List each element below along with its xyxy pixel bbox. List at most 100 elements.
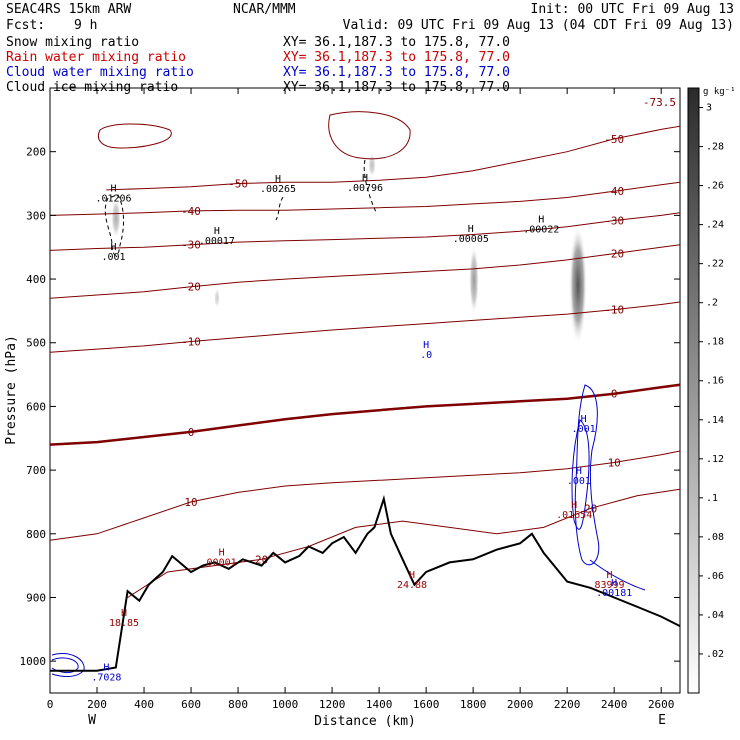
maxima-labels: H.01206H.001H.00265H.00796H.00017H.00005… <box>91 173 632 683</box>
legend-label: Rain water mixing ratio <box>6 50 186 65</box>
colorbar-tick-label: .2 <box>706 298 718 309</box>
maxima-h-marker: H <box>110 242 116 253</box>
y-tick-label: 200 <box>26 146 46 159</box>
maxima-value: .00005 <box>453 234 489 245</box>
legend-xy: XY= 36.1,187.3 to 175.8, 77.0 <box>283 50 510 65</box>
x-tick-label: 1200 <box>319 698 346 711</box>
isotherm-label: -30 <box>181 239 201 252</box>
isotherm-line <box>49 301 681 353</box>
maxima-h-marker: H <box>121 608 127 619</box>
colorbar-tick-label: .12 <box>706 454 724 465</box>
maxima-h-marker: H <box>409 570 415 581</box>
cloud-water-b <box>571 419 590 530</box>
maxima-h-marker: H <box>576 466 582 477</box>
isotherm-line <box>106 125 681 191</box>
isotherm-line <box>49 450 681 541</box>
isotherm-label: -50 <box>604 133 624 146</box>
center-label: NCAR/MMM <box>233 2 296 17</box>
init-time: Init: 00 UTC Fri 09 Aug 13 <box>531 2 735 17</box>
colorbar-tick-label: .16 <box>706 376 724 387</box>
maxima-value: .001 <box>101 252 125 263</box>
maxima-h-marker: H <box>423 340 429 351</box>
x-tick-label: 1800 <box>460 698 487 711</box>
maxima-value: .00022 <box>523 225 559 236</box>
isotherm-line <box>127 488 681 598</box>
rain-contour-top-b <box>328 111 411 160</box>
isotherm-label: -30 <box>604 215 624 228</box>
ice-shade-a <box>569 225 587 345</box>
colorbar-tick-label: .26 <box>706 181 724 192</box>
legend-xy: XY= 36.1,187.3 to 175.8, 77.0 <box>283 35 510 50</box>
isotherm-label: 10 <box>608 457 621 470</box>
legend-label: Cloud water mixing ratio <box>6 65 194 80</box>
colorbar-tick-label: .22 <box>706 259 724 270</box>
maxima-h-marker: H <box>362 173 368 184</box>
isotherm-label: 20 <box>584 502 597 515</box>
x-tick-label: 800 <box>228 698 248 711</box>
maxima-value: 83999 <box>594 580 624 591</box>
maxima-value: .00181 <box>596 588 632 599</box>
maxima-h-marker: H <box>606 570 612 581</box>
maxima-h-marker: H <box>219 548 225 559</box>
maxima-value: .00796 <box>347 183 383 194</box>
ice-shade-d <box>368 153 376 177</box>
maxima-h-marker: H <box>468 224 474 235</box>
maxima-h-marker: H <box>581 414 587 425</box>
maxima-value: .00017 <box>199 236 235 247</box>
colorbar-tick-label: .04 <box>706 610 724 621</box>
y-tick-label: 700 <box>26 464 46 477</box>
maxima-h-marker: H <box>611 578 617 589</box>
colorbar-tick-label: .18 <box>706 337 724 348</box>
temperature-contours: -50-50-40-40-30-30-20-20-10-100010102020… <box>49 96 681 598</box>
maxima-h-marker: H <box>571 500 577 511</box>
x-tick-label: 600 <box>181 698 201 711</box>
snow-contour-c <box>275 196 284 221</box>
ice-shade-e <box>214 288 220 308</box>
legend-xy: XY= 36.1,187.3 to 175.8, 77.0 <box>283 65 510 80</box>
x-axis: 0 200 400 600 800 1000 1200 1400 1600 1800 2000 220… <box>47 88 674 711</box>
maxima-value: .001 <box>572 424 596 435</box>
maxima-h-marker: H <box>275 174 281 185</box>
legend-label: Snow mixing ratio <box>6 35 139 50</box>
model-title: SEAC4RS 15km ARW <box>6 2 131 17</box>
ice-shade-c <box>111 198 121 238</box>
y-tick-label: 1000 <box>20 655 47 668</box>
ice-shade-b <box>469 245 479 315</box>
colorbar-tick-label: .28 <box>706 142 724 153</box>
maxima-value: .01206 <box>95 193 131 204</box>
maxima-value: .7028 <box>91 672 121 683</box>
maxima-value: .0 <box>420 350 432 361</box>
colorbar-unit: g kg⁻¹ <box>703 87 736 97</box>
maxima-h-marker: H <box>538 215 544 226</box>
isotherm-line <box>49 181 681 216</box>
maxima-h-marker: H <box>103 662 109 673</box>
colorbar-tick-label: .24 <box>706 220 724 231</box>
maxima-value: 18.85 <box>109 618 139 629</box>
colorbar-ticks: 3 .28 .26 .24 .22 .2 .18 .16 .14 .12 .1 .08 .06 .04 .0… <box>699 103 724 660</box>
fcst-value: 9 h <box>74 18 97 33</box>
east-label: E <box>658 713 666 728</box>
colorbar-tick-label: .1 <box>706 493 718 504</box>
isotherm-label: -40 <box>181 205 201 218</box>
y-tick-label: 300 <box>26 209 46 222</box>
isotherm-line <box>49 212 681 251</box>
isotherm-label: 10 <box>184 496 197 509</box>
fcst-label: Fcst: <box>6 18 45 33</box>
west-label: W <box>88 713 96 728</box>
colorbar-tick-label: .08 <box>706 532 724 543</box>
x-tick-label: 2200 <box>554 698 581 711</box>
maxima-h-marker: H <box>214 226 220 237</box>
y-tick-label: 800 <box>26 528 46 541</box>
colorbar-tick-label: .06 <box>706 571 724 582</box>
isotherm-label: 0 <box>188 426 195 439</box>
x-tick-label: 1600 <box>413 698 440 711</box>
colorbar-tick-label: .02 <box>706 649 724 660</box>
maxima-h-marker: H <box>110 183 116 194</box>
rain-contour-top-a <box>97 123 172 149</box>
x-tick-label: 200 <box>87 698 107 711</box>
x-tick-label: 1000 <box>272 698 299 711</box>
field-legend: Snow mixing ratio XY= 36.1,187.3 to 175.8… <box>6 35 510 95</box>
y-axis-label: Pressure (hPa) <box>4 335 19 445</box>
x-tick-label: 2000 <box>507 698 534 711</box>
